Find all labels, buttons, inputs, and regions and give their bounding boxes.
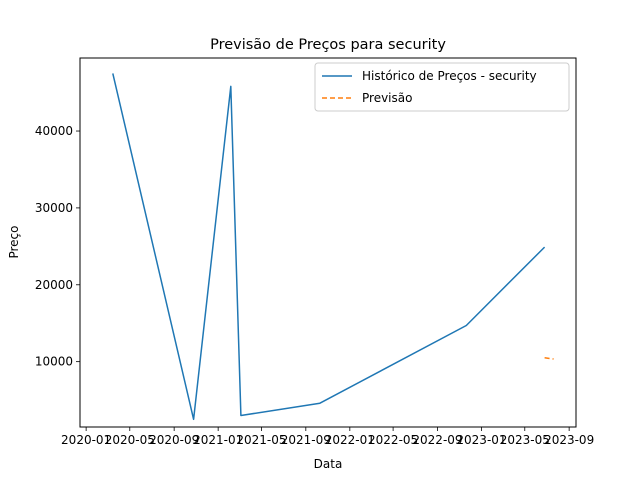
- legend-label-previsao: Previsão: [362, 91, 412, 105]
- legend: Histórico de Preços - security Previsão: [314, 62, 570, 112]
- y-axis-ticks: 10000 20000 30000 40000: [35, 124, 80, 369]
- x-tick-label: 2020-05: [105, 433, 155, 447]
- series-line-0: [112, 73, 546, 421]
- legend-label-historico: Histórico de Preços - security: [362, 69, 537, 83]
- y-tick-label: 30000: [35, 201, 73, 215]
- x-tick-label: 2020-09: [149, 433, 199, 447]
- x-tick-label: 2023-05: [500, 433, 550, 447]
- x-tick-label: 2023-01: [456, 433, 506, 447]
- x-tick-label: 2023-09: [544, 433, 594, 447]
- chart-title: Previsão de Preços para security: [210, 37, 446, 53]
- x-tick-label: 2021-05: [236, 433, 286, 447]
- y-tick-label: 20000: [35, 278, 73, 292]
- y-tick-label: 40000: [35, 124, 73, 138]
- plot-area: [79, 57, 577, 428]
- y-axis-label: Preço: [7, 225, 21, 258]
- y-tick-label: 10000: [35, 355, 73, 369]
- series-line-1: [544, 357, 554, 360]
- x-tick-label: 2022-05: [368, 433, 418, 447]
- x-tick-label: 2022-01: [325, 433, 375, 447]
- x-axis-ticks: 2020-012020-052020-092021-012021-052021-…: [61, 427, 594, 447]
- x-tick-label: 2021-09: [281, 433, 331, 447]
- legend-box: [314, 62, 570, 112]
- x-axis-label: Data: [314, 457, 343, 471]
- x-tick-label: 2022-09: [412, 433, 462, 447]
- x-tick-label: 2021-01: [193, 433, 243, 447]
- x-tick-label: 2020-01: [61, 433, 111, 447]
- series-layer: [112, 73, 554, 421]
